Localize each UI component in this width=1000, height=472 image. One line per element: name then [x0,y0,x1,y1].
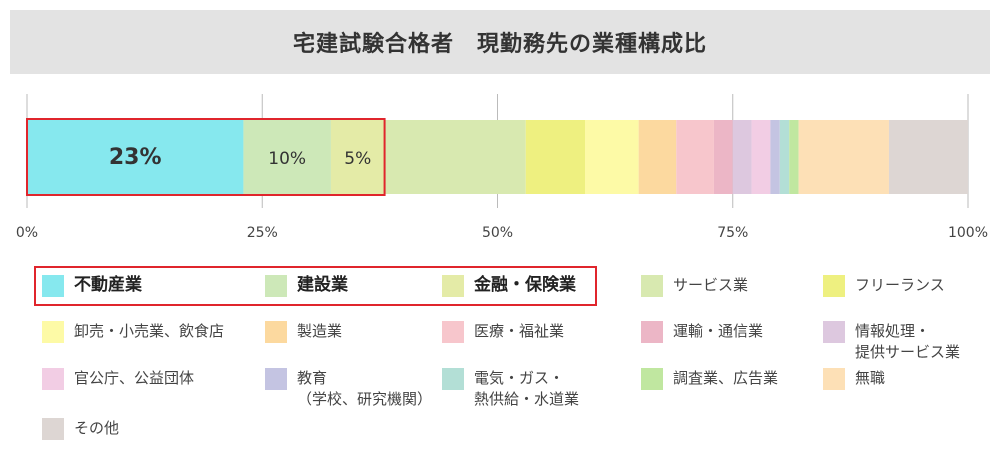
legend-swatch [442,368,464,390]
legend-item-7: 医療・福祉業 [442,321,564,343]
bar-segment-8 [713,120,733,194]
bar-segment-11 [770,120,780,194]
legend-label: 運輸・通信業 [673,322,764,340]
bar-segment-9 [732,120,752,194]
legend-swatch [442,275,464,297]
legend-swatch [823,368,845,390]
bar-segment-13 [789,120,799,194]
legend-label: 電気・ガス・ 熱供給・水道業 [474,369,580,408]
data-label-1: 10% [268,149,306,169]
legend-label: 不動産業 [74,275,142,295]
stacked-bar-chart: 0% 25% 50% 75% 100% 23% 10% 5% [16,94,988,241]
legend-item-4: フリーランス [823,275,945,297]
legend-item-5: 卸売・小売業、飲食店 [42,321,224,343]
legend-swatch [42,321,64,343]
legend-swatch [265,275,287,297]
legend-swatch [641,275,663,297]
legend-label: 卸売・小売業、飲食店 [74,322,225,340]
bar-segment-10 [751,120,771,194]
legend-swatch [442,321,464,343]
legend-item-6: 製造業 [265,321,342,343]
bar-segment-4 [525,120,586,194]
legend-item-13: 調査業、広告業 [641,368,778,390]
legend-swatch [823,321,845,343]
legend-item-11: 教育 （学校、研究機関） [265,368,432,410]
legend-item-12: 電気・ガス・ 熱供給・水道業 [442,368,579,410]
legend-swatch [641,321,663,343]
legend-label: 建設業 [297,275,348,295]
tick-label-0: 0% [16,225,38,241]
legend-item-3: サービス業 [641,275,748,297]
legend-label: フリーランス [855,276,945,294]
chart-title: 宅建試験合格者 現勤務先の業種構成比 [292,32,707,57]
legend-swatch [265,321,287,343]
tick-label-50: 50% [482,225,513,241]
title-bar: 宅建試験合格者 現勤務先の業種構成比 [10,10,990,74]
legend-item-0: 不動産業 [42,275,142,297]
data-label-2: 5% [344,149,371,169]
legend-label: 金融・保険業 [474,275,576,295]
data-label-0: 23% [109,145,162,170]
legend-swatch [823,275,845,297]
legend-swatch [42,368,64,390]
bar-segment-2 [330,120,385,194]
legend-item-10: 官公庁、公益団体 [42,368,194,390]
tick-label-100: 100% [948,225,988,241]
tick-label-25: 25% [247,225,278,241]
bar-segment-3 [384,120,526,194]
bar-segment-5 [585,120,639,194]
legend-swatch [42,418,64,440]
legend-label: 官公庁、公益団体 [74,369,195,387]
bar-segment-12 [779,120,790,194]
bar-highlight-box [26,118,386,196]
legend-swatch [42,275,64,297]
bar-segment-15 [888,120,968,194]
legend-label: 医療・福祉業 [474,322,565,340]
legend-label: その他 [74,419,120,437]
legend-item-1: 建設業 [265,275,348,297]
legend-item-8: 運輸・通信業 [641,321,763,343]
bar-segment-0 [27,120,244,194]
bar-segment-1 [243,120,331,194]
legend-item-14: 無職 [823,368,885,390]
tick-label-75: 75% [717,225,748,241]
legend-swatch [265,368,287,390]
legend-label: 無職 [855,369,886,387]
legend-label: サービス業 [673,276,749,294]
legend-swatch [641,368,663,390]
bar-segment-7 [676,120,714,194]
legend-item-15: その他 [42,418,119,440]
bar-segment-14 [798,120,889,194]
legend-item-9: 情報処理・ 提供サービス業 [823,321,960,363]
legend-label: 製造業 [297,322,343,340]
bar-segment-6 [638,120,677,194]
legend-label: 情報処理・ 提供サービス業 [855,322,961,361]
legend-label: 教育 （学校、研究機関） [297,369,433,408]
legend-label: 調査業、広告業 [673,369,779,387]
legend-item-2: 金融・保険業 [442,275,576,297]
